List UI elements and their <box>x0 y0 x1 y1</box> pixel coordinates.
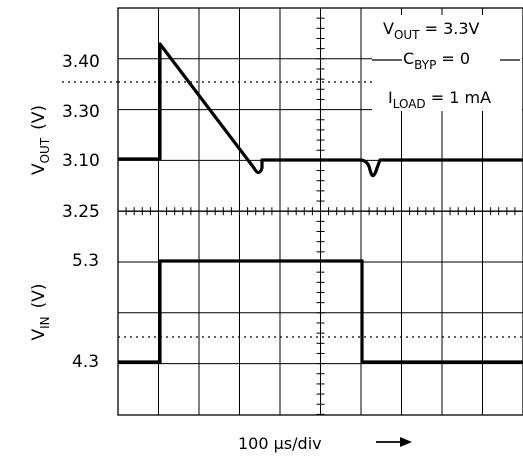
annotation-cbyp: CBYP = 0 <box>403 49 470 72</box>
tick-label-3-25: 3.25 <box>62 202 100 222</box>
vout-trace <box>118 42 523 178</box>
xlabel: 100 µs/div <box>238 434 322 453</box>
annotation-iload: ILOAD = 1 mA <box>388 88 491 111</box>
tick-label-3-10: 3.10 <box>62 151 100 171</box>
tick-label-4-3: 4.3 <box>72 352 99 372</box>
annotation-background <box>372 15 522 111</box>
ylabel-vout: VOUT(V) <box>29 105 52 175</box>
tick-label-3-40: 3.40 <box>62 52 100 72</box>
arrow-right-icon <box>376 437 412 447</box>
annotation-vout: VOUT = 3.3V <box>383 19 480 42</box>
ylabel-vin: VIN(V) <box>29 283 52 340</box>
tick-label-5-3: 5.3 <box>72 251 99 271</box>
vin-trace <box>118 259 523 364</box>
tick-label-3-30: 3.30 <box>62 102 100 122</box>
traces <box>118 42 523 364</box>
